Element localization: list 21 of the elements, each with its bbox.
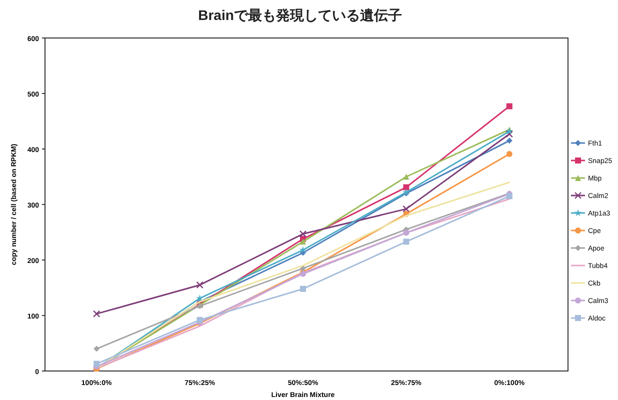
- point: [300, 286, 306, 292]
- point: [300, 238, 306, 245]
- point: [403, 174, 410, 180]
- point: [94, 360, 100, 367]
- point: [506, 130, 513, 138]
- point: [196, 316, 203, 323]
- point: [403, 238, 410, 245]
- point: [94, 346, 100, 352]
- point: [506, 150, 512, 157]
- point: [402, 205, 410, 213]
- point: [506, 193, 512, 200]
- point: [196, 294, 204, 302]
- chart-title: Brainで最も発現している遺伝子: [198, 7, 402, 23]
- point: [299, 246, 307, 254]
- point: [506, 138, 512, 144]
- point: [403, 184, 410, 190]
- point: [506, 103, 512, 110]
- point: [196, 281, 204, 289]
- point: [93, 310, 100, 318]
- point: [299, 230, 307, 238]
- point: [403, 230, 410, 236]
